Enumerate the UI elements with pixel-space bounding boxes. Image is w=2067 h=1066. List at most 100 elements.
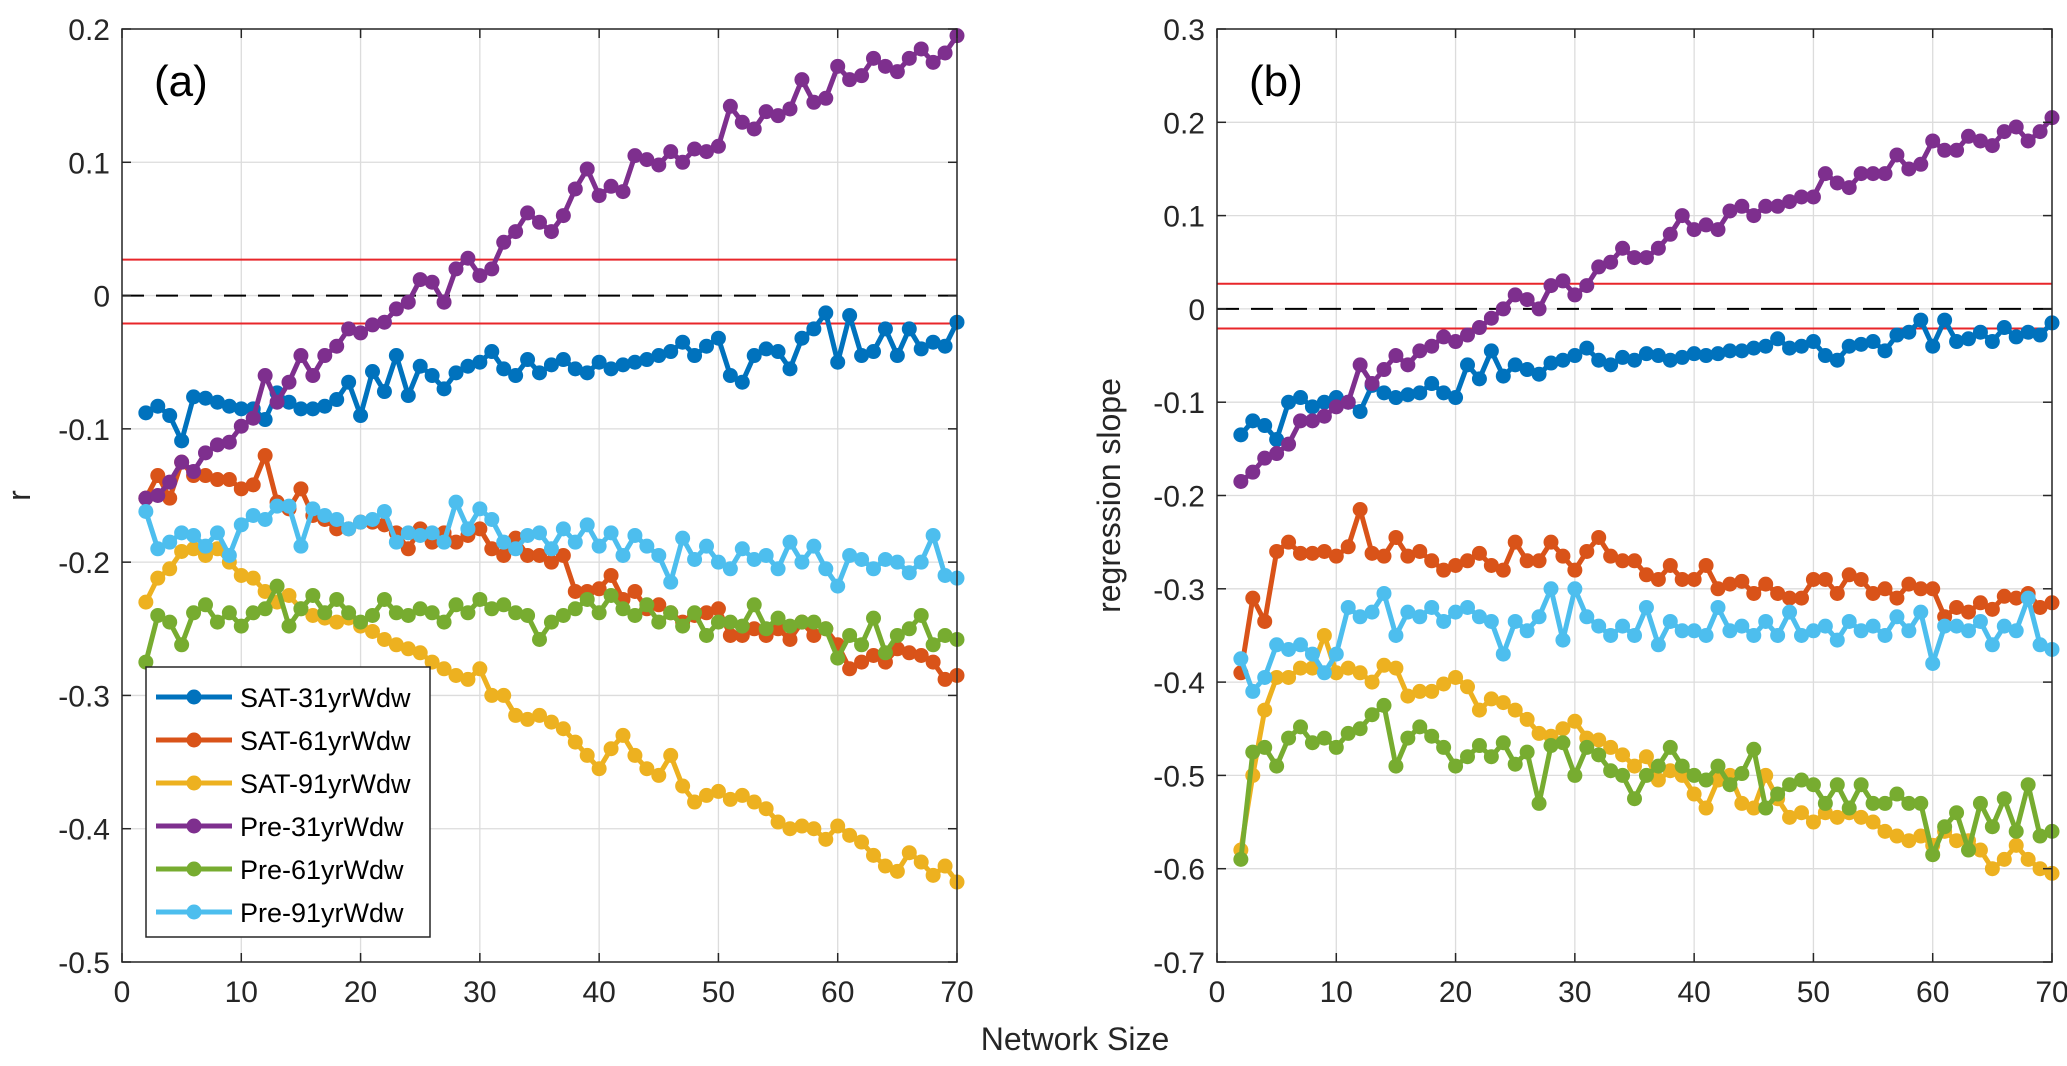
data-point (1877, 627, 1893, 643)
data-point (782, 101, 798, 117)
data-point (138, 503, 154, 519)
data-point (1996, 618, 2012, 634)
legend-label: Pre-91yrWdw (240, 898, 404, 928)
y-tick-label: -0.2 (1153, 481, 1205, 514)
data-point (1722, 576, 1738, 592)
data-point (1734, 343, 1750, 359)
data-point (281, 374, 297, 390)
data-point (854, 551, 870, 567)
legend-item: Pre-31yrWdw (156, 812, 404, 842)
data-point (770, 610, 786, 626)
data-point (1603, 739, 1619, 755)
data-point (245, 410, 261, 426)
data-point (508, 605, 524, 621)
y-tick-label: 0.1 (1163, 201, 1205, 234)
data-point (2032, 828, 2048, 844)
data-point (889, 64, 905, 80)
data-point (1376, 548, 1392, 564)
data-point (1865, 166, 1881, 182)
data-point (937, 627, 953, 643)
data-point (1543, 534, 1559, 550)
data-point (1650, 772, 1666, 788)
data-point (1674, 349, 1690, 365)
data-point (1519, 292, 1535, 308)
data-point (174, 543, 190, 559)
data-point (663, 144, 679, 160)
data-point (687, 141, 703, 157)
data-point (925, 654, 941, 670)
data-point (508, 224, 524, 240)
x-tick-label: 30 (1558, 976, 1591, 1009)
data-point (555, 721, 571, 737)
data-point (472, 501, 488, 517)
data-point (543, 541, 559, 557)
data-point (245, 605, 261, 621)
data-point (770, 814, 786, 830)
data-point (1650, 571, 1666, 587)
data-point (1448, 390, 1464, 406)
data-point (734, 541, 750, 557)
data-point (162, 408, 178, 424)
data-point (1304, 735, 1320, 751)
data-point (150, 468, 166, 484)
data-point (1567, 581, 1583, 597)
data-point (1316, 394, 1332, 410)
data-point (1340, 725, 1356, 741)
data-point (1961, 604, 1976, 620)
data-point (1352, 609, 1368, 625)
data-point (1949, 618, 1965, 634)
data-point (555, 352, 571, 368)
data-point (913, 607, 929, 623)
data-point (866, 561, 881, 577)
data-point (150, 398, 166, 414)
data-point (1245, 590, 1261, 606)
panel-a: 0 10 20 30 40 50 60 70 -0.5 -0.4 -0.3 -0.2 -0.1 0 0.1 0… (1, 14, 974, 1009)
data-point (1865, 585, 1881, 601)
data-point (198, 597, 213, 613)
data-point (1579, 609, 1595, 625)
data-point (1794, 627, 1809, 643)
data-point (1591, 618, 1607, 634)
data-point (400, 294, 416, 310)
data-point (460, 521, 476, 537)
x-tick-label: 60 (821, 976, 854, 1009)
data-point (1603, 627, 1619, 643)
data-point (1436, 676, 1452, 692)
data-point (162, 474, 178, 490)
data-point (1591, 732, 1607, 748)
data-point (484, 601, 500, 617)
data-point (329, 511, 345, 527)
data-point (889, 554, 905, 570)
data-point (1984, 334, 2000, 350)
data-point (627, 747, 643, 763)
data-point (1471, 609, 1487, 625)
data-point (555, 208, 571, 224)
data-point (1555, 721, 1571, 737)
y-tick-label: -0.3 (58, 680, 110, 713)
data-point (889, 348, 905, 364)
data-point (710, 554, 726, 570)
data-point (913, 41, 929, 57)
data-point (1889, 609, 1905, 625)
data-point (1471, 702, 1487, 718)
data-point (1996, 124, 2012, 140)
legend-item: SAT-91yrWdw (156, 769, 411, 799)
data-point (1555, 352, 1571, 368)
data-point (818, 621, 834, 637)
data-point (1245, 464, 1261, 480)
data-point (591, 188, 607, 204)
data-point (496, 597, 512, 613)
data-point (281, 618, 297, 634)
data-point (854, 834, 870, 850)
data-point (1460, 679, 1475, 695)
data-point (937, 567, 953, 583)
data-point (1984, 819, 2000, 835)
data-point (400, 541, 416, 557)
data-point (1603, 254, 1619, 270)
data-point (472, 661, 488, 677)
data-point (1281, 436, 1297, 452)
data-point (162, 614, 178, 630)
data-point (424, 605, 440, 621)
data-point (734, 618, 750, 634)
data-point (209, 614, 225, 630)
